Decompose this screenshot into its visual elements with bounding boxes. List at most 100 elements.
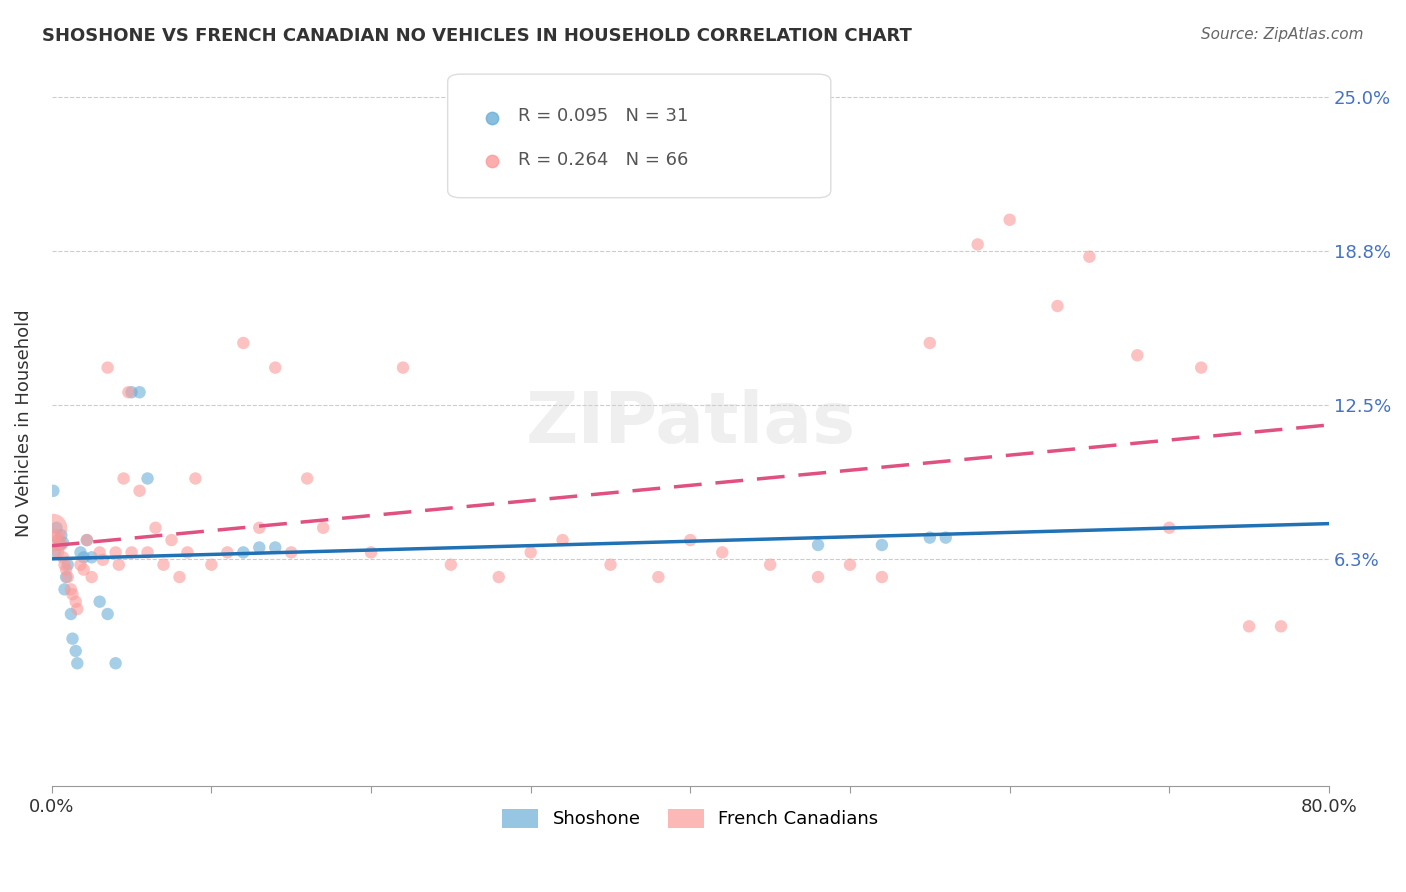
Point	[65, 595, 87, 609]
Point	[97, 607, 120, 621]
Text: R = 0.264   N = 66: R = 0.264 N = 66	[517, 151, 689, 169]
Point	[128, 385, 150, 400]
Point	[73, 563, 96, 577]
Point	[66, 602, 89, 616]
Text: ZIPatlas: ZIPatlas	[526, 389, 855, 458]
Point	[647, 570, 669, 584]
Point	[104, 545, 127, 559]
Point	[42, 483, 65, 498]
Point	[440, 558, 463, 572]
Point	[679, 533, 702, 547]
Point	[52, 550, 75, 565]
FancyBboxPatch shape	[447, 74, 831, 198]
Point	[1189, 360, 1212, 375]
Point	[247, 521, 270, 535]
Point	[45, 521, 67, 535]
Point	[1126, 348, 1149, 362]
Point	[152, 558, 174, 572]
Point	[807, 570, 830, 584]
Point	[59, 607, 82, 621]
Point	[117, 385, 139, 400]
Point	[280, 545, 302, 559]
Text: Source: ZipAtlas.com: Source: ZipAtlas.com	[1201, 27, 1364, 42]
Point	[360, 545, 382, 559]
Point	[44, 545, 66, 559]
Point	[80, 550, 103, 565]
Point	[169, 570, 191, 584]
Point	[870, 538, 893, 552]
Point	[759, 558, 782, 572]
Point	[76, 533, 98, 547]
Point	[136, 471, 159, 485]
Point	[46, 533, 69, 547]
Point	[935, 531, 957, 545]
Point	[62, 587, 84, 601]
Point	[55, 570, 77, 584]
Point	[45, 528, 67, 542]
Point	[264, 360, 287, 375]
Point	[62, 632, 84, 646]
Point	[69, 558, 91, 572]
Point	[519, 545, 541, 559]
Point	[55, 563, 77, 577]
Point	[56, 570, 79, 584]
Point	[121, 545, 143, 559]
Point	[44, 538, 66, 552]
Point	[176, 545, 198, 559]
Point	[599, 558, 621, 572]
Point	[136, 545, 159, 559]
Text: SHOSHONE VS FRENCH CANADIAN NO VEHICLES IN HOUSEHOLD CORRELATION CHART: SHOSHONE VS FRENCH CANADIAN NO VEHICLES …	[42, 27, 912, 45]
Point	[1159, 521, 1181, 535]
Point	[53, 558, 76, 572]
Point	[966, 237, 988, 252]
Point	[160, 533, 183, 547]
Legend: Shoshone, French Canadians: Shoshone, French Canadians	[495, 802, 886, 836]
Point	[870, 570, 893, 584]
Point	[51, 528, 73, 542]
Point	[59, 582, 82, 597]
Point	[1237, 619, 1260, 633]
Point	[200, 558, 222, 572]
Point	[1078, 250, 1101, 264]
Y-axis label: No Vehicles in Household: No Vehicles in Household	[15, 310, 32, 537]
Point	[97, 360, 120, 375]
Point	[128, 483, 150, 498]
Point	[711, 545, 734, 559]
Point	[52, 535, 75, 549]
Point	[247, 541, 270, 555]
Point	[89, 545, 111, 559]
Point	[295, 471, 318, 485]
Point	[46, 545, 69, 559]
Point	[73, 550, 96, 565]
Point	[80, 570, 103, 584]
Point	[918, 335, 941, 350]
Point	[48, 538, 70, 552]
Point	[53, 582, 76, 597]
Point	[89, 595, 111, 609]
Point	[807, 538, 830, 552]
Point	[232, 335, 254, 350]
Point	[1046, 299, 1069, 313]
Point	[107, 558, 129, 572]
Point	[217, 545, 239, 559]
Point	[918, 531, 941, 545]
Point	[42, 521, 65, 535]
Point	[51, 538, 73, 552]
Point	[91, 553, 114, 567]
Point	[551, 533, 574, 547]
Point	[232, 545, 254, 559]
Point	[112, 471, 135, 485]
Text: R = 0.095   N = 31: R = 0.095 N = 31	[517, 107, 689, 125]
Point	[1270, 619, 1292, 633]
Point	[76, 533, 98, 547]
Point	[48, 533, 70, 547]
Point	[839, 558, 862, 572]
Point	[264, 541, 287, 555]
Point	[312, 521, 335, 535]
Point	[69, 545, 91, 559]
Point	[121, 385, 143, 400]
Point	[145, 521, 167, 535]
Point	[184, 471, 207, 485]
Point	[66, 657, 89, 671]
Point	[488, 570, 510, 584]
